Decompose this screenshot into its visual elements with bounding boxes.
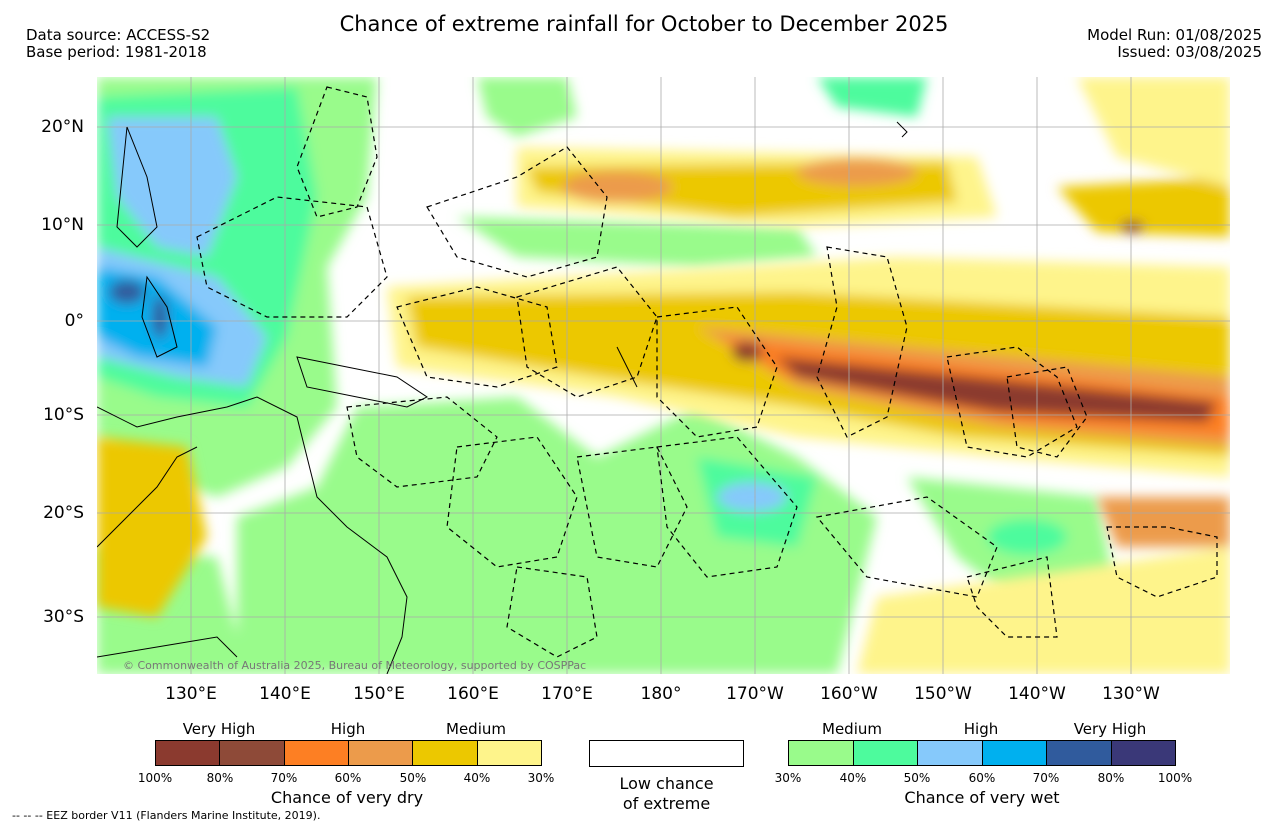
dry-tick-50: 50%	[399, 771, 427, 785]
wet-tick-60: 60%	[968, 771, 996, 785]
coastlines	[97, 121, 908, 674]
dry-swatch-3	[284, 741, 349, 765]
dry-regions	[97, 77, 1230, 674]
wet-swatch-6	[1111, 741, 1175, 765]
low-chance-line1: Low chance	[619, 774, 714, 793]
dry-cat-very-high: Very High	[182, 720, 256, 738]
lon-label-180: 180°	[640, 684, 682, 704]
dry-cat-high: High	[330, 720, 366, 738]
lat-label-20n: 20°N	[41, 117, 84, 137]
wet-cat-high: High	[963, 720, 999, 738]
wet-swatch-3	[918, 741, 983, 765]
map-grid	[97, 77, 1230, 674]
dry-tick-70: 70%	[270, 771, 298, 785]
wet-tick-80: 80%	[1097, 771, 1125, 785]
base-period: Base period: 1981-2018	[26, 43, 207, 61]
lon-label-140e: 140°E	[259, 684, 311, 704]
dry-cat-medium: Medium	[446, 720, 506, 738]
wet-tick-40: 40%	[839, 771, 867, 785]
low-chance-label: Low chance of extreme	[589, 774, 744, 814]
low-chance-line2: of extreme	[622, 794, 711, 813]
dry-tick-60: 60%	[334, 771, 362, 785]
lon-label-140w: 140°W	[1008, 684, 1066, 704]
lon-label-170w: 170°W	[726, 684, 784, 704]
data-source: Data source: ACCESS-S2	[26, 26, 211, 44]
meta-right: Model Run: 01/08/2025 Issued: 03/08/2025	[1087, 27, 1262, 61]
lat-label-10s: 10°S	[43, 405, 84, 425]
dry-swatch-5	[413, 741, 478, 765]
dry-swatch-6	[477, 741, 541, 765]
lat-label-0: 0°	[64, 311, 84, 331]
wet-tick-30: 30%	[774, 771, 802, 785]
low-chance-swatch	[589, 740, 744, 767]
wet-colorbar	[788, 740, 1176, 766]
dry-swatch-4	[348, 741, 414, 765]
map-title: Chance of extreme rainfall for October t…	[339, 12, 949, 36]
wet-cat-medium: Medium	[822, 720, 882, 738]
rainfall-map	[97, 77, 1230, 674]
wet-swatch-2	[853, 741, 918, 765]
wet-swatch-1	[789, 741, 854, 765]
lon-label-150w: 150°W	[914, 684, 972, 704]
lon-label-160e: 160°E	[447, 684, 499, 704]
dry-tick-40: 40%	[463, 771, 491, 785]
lon-label-130w: 130°W	[1102, 684, 1160, 704]
lat-label-30s: 30°S	[43, 607, 84, 627]
dry-legend-title: Chance of very dry	[270, 788, 424, 807]
wet-swatch-5	[1047, 741, 1112, 765]
eez-borders	[196, 86, 1218, 658]
wet-tick-70: 70%	[1032, 771, 1060, 785]
dry-swatch-1	[156, 741, 221, 765]
lat-label-10n: 10°N	[41, 215, 84, 235]
lon-label-160w: 160°W	[820, 684, 878, 704]
dry-tick-30: 30%	[527, 771, 555, 785]
wet-cat-very-high: Very High	[1073, 720, 1147, 738]
dry-tick-80: 80%	[206, 771, 234, 785]
wet-swatch-4	[982, 741, 1047, 765]
lat-label-20s: 20°S	[43, 503, 84, 523]
wet-tick-100: 100%	[1157, 771, 1193, 785]
lon-label-150e: 150°E	[353, 684, 405, 704]
wet-tick-50: 50%	[903, 771, 931, 785]
meta-left: Data source: ACCESS-S2 Base period: 1981…	[26, 27, 210, 61]
dry-colorbar	[155, 740, 542, 766]
copyright-note: © Commonwealth of Australia 2025, Bureau…	[123, 659, 587, 672]
lon-label-130e: 130°E	[165, 684, 217, 704]
dry-swatch-2	[220, 741, 285, 765]
issued-date: Issued: 03/08/2025	[1117, 43, 1262, 61]
wet-legend-title: Chance of very wet	[904, 788, 1060, 807]
model-run: Model Run: 01/08/2025	[1087, 26, 1262, 44]
dry-tick-100: 100%	[137, 771, 173, 785]
eez-note: -- -- -- EEZ border V11 (Flanders Marine…	[12, 809, 321, 822]
lon-label-170e: 170°E	[541, 684, 593, 704]
